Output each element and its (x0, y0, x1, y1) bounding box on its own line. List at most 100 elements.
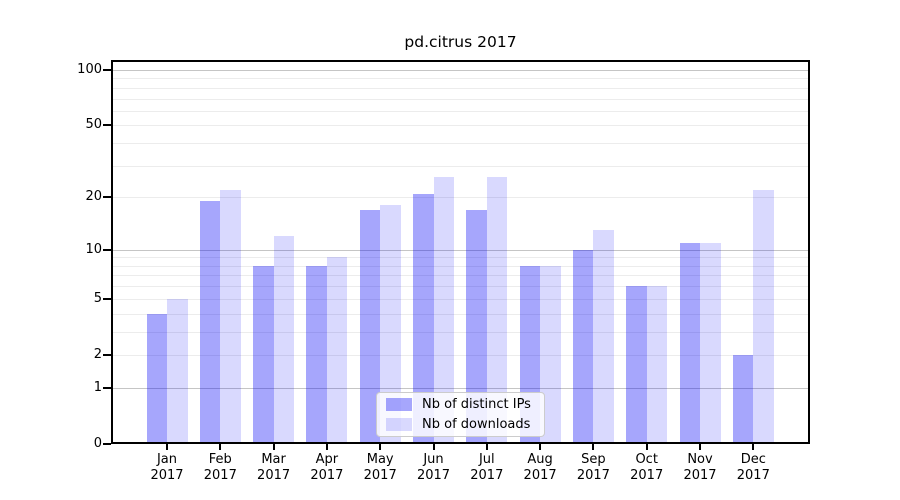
y-tick-label: 20 (85, 189, 102, 205)
bar-downloads-apr (326, 257, 348, 442)
y-tick (103, 69, 111, 71)
y-tick (103, 386, 111, 389)
major-gridline (113, 387, 808, 389)
x-tick-year: 2017 (416, 468, 451, 483)
x-tick-month: May (366, 452, 394, 467)
x-tick-label: Aug 2017 (508, 452, 572, 484)
bar-ips-nov (679, 242, 700, 442)
x-tick-month: Jul (478, 452, 495, 467)
bar-ips-oct (626, 286, 647, 442)
x-tick-label: Dec 2017 (721, 452, 785, 484)
x-tick-month: Jan (156, 452, 178, 467)
legend-label-distinct-ips: Nb of distinct IPs (422, 397, 531, 412)
minor-gridline (113, 98, 808, 100)
y-tick (103, 248, 111, 251)
minor-gridline (113, 265, 808, 267)
legend-swatch-distinct-ips (386, 398, 412, 411)
minor-gridline (113, 110, 808, 112)
bars-layer (111, 60, 810, 444)
x-tick (166, 444, 168, 450)
y-tick (103, 196, 111, 199)
x-tick-year: 2017 (203, 468, 237, 483)
bar-downloads-feb (220, 189, 241, 442)
y-tick (103, 124, 111, 127)
legend-entry-downloads: Nb of downloads (377, 416, 544, 433)
minor-gridline (113, 257, 808, 259)
bar-downloads-mar (273, 236, 295, 442)
x-tick-year: 2017 (683, 468, 717, 483)
bar-ips-dec (732, 354, 754, 442)
x-tick-month: Apr (315, 452, 339, 467)
chart-title: pd.citrus 2017 (404, 33, 517, 51)
legend: Nb of distinct IPs Nb of downloads (376, 392, 545, 437)
minor-gridline (113, 298, 808, 300)
minor-gridline (113, 286, 808, 288)
x-tick-year: 2017 (576, 468, 610, 483)
bar-ips-jun (413, 193, 434, 442)
x-tick-month: Aug (527, 452, 553, 467)
x-tick (539, 444, 542, 450)
y-tick-label: 1 (93, 379, 102, 395)
x-tick (219, 444, 222, 450)
x-tick-month: Jun (423, 452, 444, 467)
bar-downloads-oct (646, 286, 668, 442)
x-tick-year: 2017 (257, 468, 291, 483)
x-tick-year: 2017 (630, 468, 664, 483)
bar-downloads-jun (433, 176, 454, 442)
y-tick-label: 2 (93, 346, 102, 362)
y-tick-label: 5 (93, 290, 102, 306)
bar-downloads-sep (593, 230, 614, 442)
x-tick (379, 444, 382, 450)
x-tick (645, 444, 648, 450)
x-tick-label: Mar 2017 (242, 452, 306, 484)
bar-downloads-dec (753, 189, 774, 442)
legend-label-downloads: Nb of downloads (422, 417, 531, 432)
major-gridline (113, 70, 808, 71)
bar-ips-jul (466, 209, 487, 442)
x-tick-month: Nov (687, 452, 713, 467)
x-tick-label: Jan 2017 (135, 452, 199, 484)
minor-gridline (113, 354, 808, 356)
x-tick-year: 2017 (310, 468, 344, 483)
x-tick (432, 444, 435, 450)
x-tick-label: Jun 2017 (402, 452, 466, 484)
minor-gridline (113, 165, 808, 167)
legend-swatch-downloads (386, 418, 412, 431)
x-tick-month: Dec (740, 452, 766, 467)
minor-gridline (113, 275, 808, 277)
bar-ips-apr (306, 265, 327, 442)
x-tick-year: 2017 (523, 468, 557, 483)
minor-gridline (113, 125, 808, 127)
bar-ips-feb (199, 201, 221, 442)
minor-gridline (113, 143, 808, 145)
minor-gridline (113, 197, 808, 199)
bar-ips-sep (572, 249, 594, 442)
minor-gridline (113, 313, 808, 315)
bar-downloads-aug (540, 265, 561, 442)
x-tick-label: Jul 2017 (455, 452, 519, 484)
y-tick-label: 0 (93, 436, 102, 451)
minor-gridline (113, 331, 808, 333)
x-tick-month: Sep (581, 452, 606, 467)
x-tick-label: Nov 2017 (668, 452, 732, 484)
y-tick (103, 353, 111, 356)
x-tick-year: 2017 (150, 468, 184, 483)
plot-area (103, 60, 810, 450)
legend-entry-distinct-ips: Nb of distinct IPs (377, 396, 544, 413)
y-tick-label: 10 (85, 241, 102, 257)
x-tick-label: May 2017 (348, 452, 412, 484)
y-tick (103, 297, 111, 300)
bar-ips-jan (146, 313, 167, 442)
x-tick-label: Oct 2017 (615, 452, 679, 484)
bar-downloads-nov (700, 242, 721, 442)
x-tick-year: 2017 (363, 468, 397, 483)
x-tick (325, 444, 328, 450)
minor-gridline (113, 78, 808, 80)
x-tick (272, 444, 275, 450)
x-tick (485, 444, 488, 450)
bar-ips-mar (253, 265, 274, 442)
bar-downloads-may (380, 205, 401, 442)
x-tick-month: Mar (261, 452, 286, 467)
major-gridline (113, 249, 808, 251)
